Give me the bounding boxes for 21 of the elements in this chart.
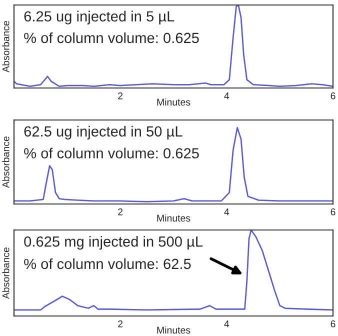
y-axis-title: Absorbance xyxy=(2,247,10,299)
x-axis-title: Minutes xyxy=(157,214,190,222)
annotation: 6.25 ug injected in 5 µL xyxy=(24,10,174,24)
annotation: 0.625 mg injected in 500 µL xyxy=(24,236,203,250)
x-tick-label: 2 xyxy=(118,320,123,328)
x-axis-title: Minutes xyxy=(157,326,190,334)
annotation: 62.5 ug injected in 50 µL xyxy=(24,126,182,140)
y-axis-title: Absorbance xyxy=(2,136,10,188)
x-tick-label: 6 xyxy=(330,208,336,216)
x-tick-label: 4 xyxy=(224,208,230,216)
annotation: % of column volume: 0.625 xyxy=(24,148,199,158)
annotation: % of column volume: 62.5 xyxy=(24,258,191,270)
annotation: % of column volume: 0.625 xyxy=(24,32,199,44)
x-tick-label: 2 xyxy=(118,208,123,216)
x-tick-label: 2 xyxy=(118,92,123,100)
x-tick-label: 4 xyxy=(224,320,230,328)
x-tick-label: 4 xyxy=(224,92,230,100)
x-tick-label: 6 xyxy=(330,92,336,100)
y-axis-title: Absorbance xyxy=(2,20,10,72)
x-tick-label: 6 xyxy=(330,320,336,328)
x-axis-title: Minutes xyxy=(157,98,190,106)
